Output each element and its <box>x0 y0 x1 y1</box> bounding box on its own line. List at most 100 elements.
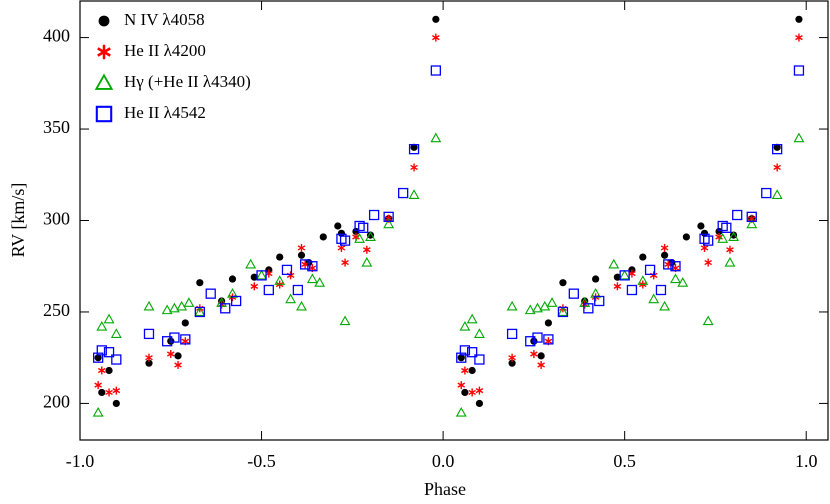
legend-label: N IV λ4058 <box>124 10 205 29</box>
data-point <box>772 144 783 155</box>
data-point <box>532 332 543 343</box>
data-point <box>457 354 465 362</box>
data-point <box>537 361 545 370</box>
data-point <box>670 261 681 272</box>
legend-label: He II λ4200 <box>124 41 206 60</box>
data-point <box>96 345 107 356</box>
data-point <box>256 269 267 280</box>
data-point <box>619 270 630 281</box>
data-point <box>613 282 622 291</box>
data-point <box>176 300 188 311</box>
data-point <box>297 243 306 252</box>
data-point <box>475 399 484 408</box>
y-tick-label: 250 <box>43 300 70 320</box>
data-point <box>143 328 155 340</box>
data-point <box>336 233 347 244</box>
data-point <box>250 273 258 281</box>
data-point <box>467 347 478 358</box>
data-point <box>724 256 736 267</box>
data-point <box>746 211 757 222</box>
data-point <box>383 218 395 229</box>
data-point <box>334 222 342 230</box>
data-point <box>655 284 667 296</box>
data-point <box>704 258 712 267</box>
asterisk-stroke <box>363 247 371 253</box>
x-tick-label: -1.0 <box>66 451 95 471</box>
data-point <box>702 315 714 326</box>
data-point <box>94 354 102 362</box>
data-point <box>525 336 536 347</box>
data-point <box>93 352 104 363</box>
asterisk-stroke <box>174 362 182 368</box>
data-point <box>305 258 313 267</box>
data-point <box>637 275 649 285</box>
data-point <box>508 353 516 362</box>
data-point <box>668 258 676 267</box>
data-point <box>299 259 311 270</box>
asterisk-stroke <box>145 355 153 361</box>
data-point <box>363 245 371 254</box>
data-point <box>161 304 173 315</box>
data-point <box>793 132 805 143</box>
legend-marker <box>98 15 110 27</box>
asterisk-stroke <box>537 362 545 368</box>
data-point <box>663 259 674 270</box>
data-point <box>537 352 545 360</box>
asterisk-stroke <box>297 245 306 251</box>
asterisk-stroke <box>475 388 484 394</box>
data-point <box>594 295 605 307</box>
data-point <box>341 258 349 267</box>
data-point <box>98 388 106 397</box>
asterisk-stroke <box>457 382 466 388</box>
y-axis-label: RV [km/s] <box>8 183 28 258</box>
data-point <box>474 354 485 365</box>
data-point <box>292 284 304 296</box>
data-point <box>181 319 189 327</box>
data-point <box>746 218 758 229</box>
data-point <box>105 366 113 375</box>
data-point <box>230 295 242 307</box>
legend-marker <box>95 105 113 123</box>
data-point <box>166 350 175 359</box>
data-point <box>408 144 420 155</box>
data-point <box>795 33 803 42</box>
data-point <box>648 293 660 304</box>
data-point <box>354 220 365 232</box>
data-point <box>626 284 638 296</box>
data-point <box>473 328 485 338</box>
data-point <box>661 251 669 259</box>
data-point <box>361 256 373 267</box>
data-point <box>532 302 543 313</box>
asterisk-stroke <box>181 338 190 344</box>
data-point <box>352 227 360 236</box>
data-point <box>583 303 594 314</box>
data-point <box>143 300 155 311</box>
data-point <box>659 300 671 311</box>
asterisk-stroke <box>613 283 622 289</box>
asterisk-stroke <box>97 367 106 374</box>
data-point <box>506 328 518 340</box>
data-point <box>677 277 689 287</box>
data-point <box>530 337 538 345</box>
data-point <box>468 388 476 397</box>
asterisk-stroke <box>341 259 349 266</box>
legend-label: He II λ4542 <box>124 103 206 122</box>
data-point <box>94 381 102 390</box>
asterisk-stroke <box>726 247 734 253</box>
data-point <box>167 337 175 345</box>
data-point <box>263 284 274 296</box>
data-point <box>112 399 120 408</box>
x-tick-label: -0.5 <box>247 451 276 471</box>
data-point <box>703 235 714 246</box>
legend-label: Hγ (+He II λ4340) <box>124 72 251 91</box>
data-point <box>773 163 781 172</box>
data-point <box>543 334 554 345</box>
data-point <box>97 366 106 375</box>
data-point <box>795 15 803 23</box>
data-point <box>368 209 380 221</box>
asterisk-stroke <box>544 338 553 344</box>
data-point <box>306 273 318 284</box>
data-point <box>468 366 476 375</box>
data-point <box>314 277 326 287</box>
data-point <box>96 320 108 331</box>
